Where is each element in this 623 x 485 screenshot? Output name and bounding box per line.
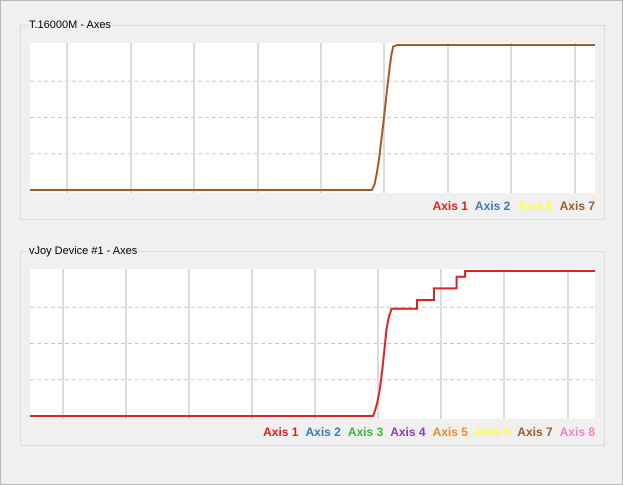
t16000m-axes-legend: Axis 1 Axis 2 Axis 6 Axis 7 bbox=[426, 199, 595, 213]
series-line-axis-1 bbox=[30, 270, 595, 417]
legend-item-axis-2: Axis 2 bbox=[305, 425, 341, 439]
legend-item-axis-7: Axis 7 bbox=[559, 199, 595, 213]
legend-item-axis-8: Axis 8 bbox=[559, 425, 595, 439]
vjoy-device-axes-title: vJoy Device #1 - Axes bbox=[28, 245, 139, 258]
t16000m-axes-plot bbox=[30, 43, 595, 193]
legend-item-axis-7: Axis 7 bbox=[517, 425, 553, 439]
vjoy-device-axes-chart bbox=[30, 269, 595, 419]
vjoy-device-axes-plot bbox=[30, 269, 595, 419]
legend-item-axis-4: Axis 4 bbox=[390, 425, 426, 439]
legend-item-axis-1: Axis 1 bbox=[432, 199, 468, 213]
legend-item-axis-2: Axis 2 bbox=[474, 199, 511, 213]
legend-item-axis-6: Axis 6 bbox=[474, 425, 511, 439]
series-line-axis-7 bbox=[30, 44, 595, 191]
vjoy-device-axes-group: vJoy Device #1 - Axes Axis 1 Axis 2 Axis 3… bbox=[20, 245, 605, 446]
t16000m-axes-title: T.16000M - Axes bbox=[28, 19, 112, 32]
legend-item-axis-1: Axis 1 bbox=[263, 425, 299, 439]
t16000m-axes-group: T.16000M - Axes Axis 1 Axis 2 Axis 6 Axis 7 bbox=[20, 19, 605, 220]
legend-item-axis-6: Axis 6 bbox=[517, 199, 553, 213]
legend-item-axis-5: Axis 5 bbox=[432, 425, 468, 439]
legend-item-axis-3: Axis 3 bbox=[347, 425, 384, 439]
t16000m-axes-chart bbox=[30, 43, 595, 193]
vjoy-device-axes-legend: Axis 1 Axis 2 Axis 3 Axis 4 Axis 5 Axis 6 Axis… bbox=[256, 425, 595, 439]
